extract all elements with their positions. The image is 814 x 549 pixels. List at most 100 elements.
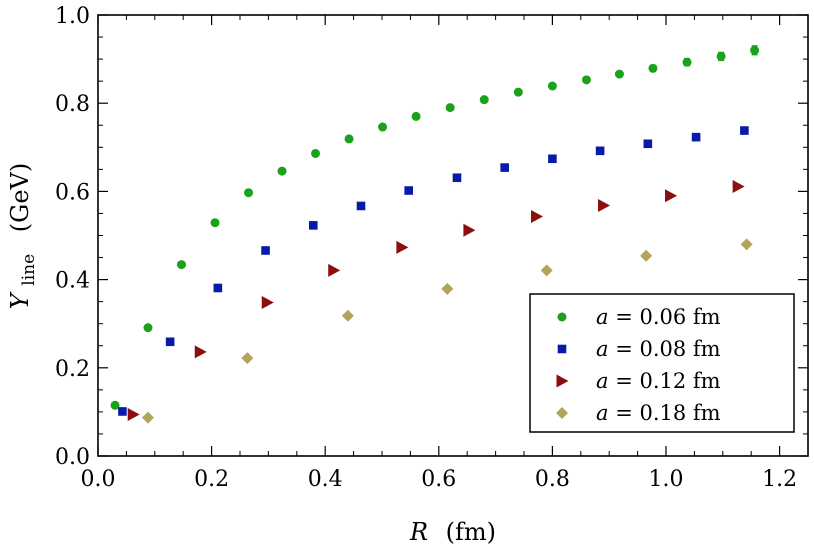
data-point — [141, 411, 154, 424]
data-point — [378, 122, 388, 132]
x-axis-label: R (fm) — [409, 518, 496, 546]
data-point — [691, 132, 701, 142]
data-point — [404, 186, 413, 195]
data-point — [640, 249, 653, 262]
data-point — [513, 87, 523, 97]
data-point — [244, 188, 254, 198]
data-point — [241, 352, 254, 365]
data-point — [411, 111, 421, 121]
x-tick-label: 0.2 — [194, 467, 229, 492]
y-axis-label: Y line (GeV) — [6, 163, 40, 309]
data-point — [643, 139, 653, 149]
legend-label-value: = 0.18 fm — [609, 401, 721, 425]
legend-label-var: a — [596, 337, 609, 361]
y-tick-label: 0.8 — [55, 92, 90, 117]
data-point — [479, 95, 489, 105]
y-axis-unit: (GeV) — [6, 163, 34, 232]
legend-marker — [556, 374, 569, 388]
data-point — [127, 408, 140, 422]
legend-label-var: a — [596, 369, 609, 393]
x-tick-label: 1.0 — [649, 467, 684, 492]
data-point — [740, 238, 753, 251]
data-point — [665, 189, 678, 203]
series-1 — [110, 45, 760, 410]
y-tick-label: 1.0 — [55, 4, 90, 29]
data-points — [110, 45, 760, 424]
data-point — [682, 57, 692, 67]
y-axis-symbol: Y — [6, 291, 34, 309]
data-point — [341, 309, 354, 322]
data-point — [396, 240, 409, 254]
data-point — [547, 81, 557, 91]
data-point — [328, 263, 341, 277]
data-point — [194, 345, 207, 359]
legend-label-value: = 0.08 fm — [609, 337, 721, 361]
data-point — [176, 260, 186, 270]
series-3 — [127, 180, 745, 422]
legend-label: a = 0.18 fm — [596, 401, 721, 425]
data-point — [308, 221, 318, 230]
data-point — [716, 51, 726, 61]
data-point — [595, 146, 605, 156]
x-axis-unit: (fm) — [446, 518, 496, 546]
data-point — [530, 210, 543, 224]
data-point — [210, 218, 220, 228]
legend-label-value: = 0.12 fm — [609, 369, 721, 393]
legend-marker — [557, 312, 567, 322]
data-point — [165, 337, 175, 347]
series-4 — [141, 238, 753, 424]
tick-labels: 0.0 0.2 0.4 0.6 0.8 1.0 1.2 0.0 0.2 0.4 0.6 0.8 1.0 — [55, 4, 797, 492]
data-point — [581, 75, 591, 85]
y-tick-label: 0.0 — [55, 445, 90, 470]
tick-marks — [97, 14, 809, 457]
data-point — [614, 69, 624, 79]
data-point — [441, 282, 454, 295]
legend-box — [529, 293, 795, 433]
legend-label-var: a — [596, 305, 609, 329]
x-axis-symbol: R — [409, 518, 428, 546]
data-point — [261, 246, 270, 255]
data-point — [540, 264, 553, 277]
data-point — [548, 154, 557, 164]
data-point — [445, 103, 455, 113]
x-tick-label: 0.4 — [308, 467, 343, 492]
data-point — [110, 400, 120, 410]
data-point — [277, 166, 287, 176]
x-tick-label: 1.2 — [762, 467, 797, 492]
data-point — [118, 407, 127, 416]
legend-label: a = 0.12 fm — [596, 369, 721, 393]
legend-label-value: = 0.06 fm — [609, 305, 721, 329]
legend-label: a = 0.06 fm — [596, 305, 721, 329]
legend-marker — [557, 344, 567, 354]
legend-entry-2: a = 0.08 fm — [557, 337, 721, 361]
legend-label: a = 0.08 fm — [596, 337, 721, 361]
legend-marker — [556, 407, 568, 419]
data-point — [311, 148, 321, 158]
legend-entry-1: a = 0.06 fm — [557, 305, 721, 329]
data-point — [750, 45, 760, 55]
data-point — [356, 201, 366, 211]
x-tick-label: 0.6 — [421, 467, 456, 492]
y-tick-label: 0.6 — [55, 180, 90, 205]
y-axis-subscript: line — [19, 254, 39, 286]
legend: a = 0.06 fma = 0.08 fma = 0.12 fma = 0.1… — [529, 293, 795, 433]
data-point — [740, 126, 749, 135]
y-tick-label: 0.2 — [55, 357, 90, 382]
legend-entry-4: a = 0.18 fm — [556, 401, 721, 425]
data-point — [648, 63, 658, 73]
data-point — [213, 283, 223, 293]
data-point — [598, 199, 611, 213]
data-point — [261, 296, 274, 310]
data-point — [143, 323, 153, 333]
legend-label-var: a — [596, 401, 609, 425]
data-point — [500, 163, 509, 172]
data-point — [344, 134, 354, 144]
x-tick-label: 0.8 — [535, 467, 570, 492]
y-tick-label: 0.4 — [55, 269, 90, 294]
data-point — [732, 180, 745, 194]
data-point — [452, 173, 462, 183]
legend-entry-3: a = 0.12 fm — [556, 369, 721, 393]
x-tick-label: 0.0 — [81, 467, 116, 492]
data-point — [463, 223, 476, 237]
